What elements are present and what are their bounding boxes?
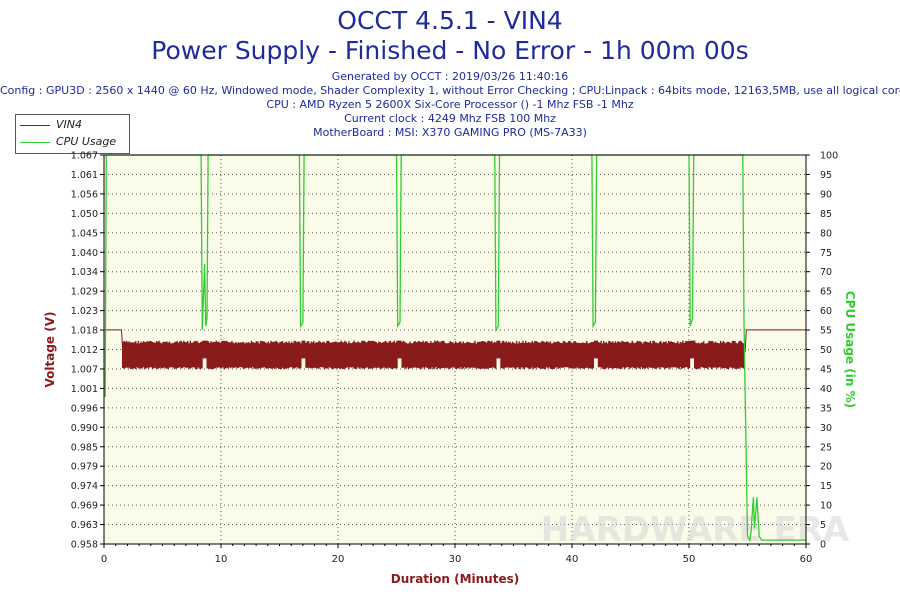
vin4-line	[104, 329, 806, 352]
config-info: Config : GPU3D : 2560 x 1440 @ 60 Hz, Wi…	[0, 84, 900, 97]
tick-label-y-right: 85	[820, 209, 832, 220]
tick-label-y-left: 0.969	[71, 501, 98, 512]
chart-legend: VIN4 CPU Usage	[15, 114, 130, 154]
tick-label-y-right: 90	[820, 189, 832, 200]
y-axis-label-right: CPU Usage (in %)	[843, 291, 857, 408]
tick-label-y-left: 1.040	[71, 248, 98, 259]
tick-label-y-right: 5	[820, 520, 826, 531]
y-axis-label-left: Voltage (V)	[43, 312, 57, 388]
tick-label-x: 30	[449, 554, 462, 565]
legend-item-vin4: VIN4	[20, 118, 82, 132]
series-vin4	[104, 329, 806, 370]
tick-label-y-left: 0.974	[71, 481, 98, 492]
tick-label-y-right: 65	[820, 287, 832, 298]
tick-label-y-left: 0.963	[71, 520, 98, 531]
generated-info: Generated by OCCT : 2019/03/26 11:40:16	[331, 70, 569, 83]
tick-label-x: 40	[566, 554, 579, 565]
watermark-text: HARDWARE ERA	[541, 510, 850, 550]
legend-item-cpu-usage: CPU Usage	[20, 135, 116, 149]
tick-label-y-left: 0.958	[71, 540, 98, 551]
x-axis-label: Duration (Minutes)	[391, 572, 519, 586]
tick-label-y-right: 60	[820, 306, 832, 317]
tick-label-y-left: 1.067	[71, 151, 98, 162]
tick-label-y-left: 0.979	[71, 462, 98, 473]
tick-label-x: 0	[101, 554, 107, 565]
tick-label-y-right: 40	[820, 384, 832, 395]
tick-label-y-right: 45	[820, 364, 832, 375]
tick-label-y-right: 55	[820, 326, 832, 337]
series-layer	[104, 154, 806, 542]
tick-label-y-right: 15	[820, 481, 832, 492]
tick-label-y-left: 1.012	[71, 345, 98, 356]
tick-label-y-left: 1.045	[71, 228, 98, 239]
tick-label-y-left: 1.007	[71, 364, 98, 375]
chart-title: OCCT 4.5.1 - VIN4	[337, 6, 563, 35]
series-cpu-usage	[104, 154, 806, 542]
tick-label-y-right: 100	[820, 151, 838, 162]
legend-label-cpu-usage: CPU Usage	[56, 135, 117, 148]
tick-label-y-right: 95	[820, 170, 832, 181]
cpu-info: CPU : AMD Ryzen 5 2600X Six-Core Process…	[266, 98, 634, 111]
legend-label-vin4: VIN4	[56, 118, 82, 131]
tick-label-y-left: 1.018	[71, 326, 98, 337]
vin4-fluctuation-band	[122, 340, 745, 370]
tick-label-y-left: 1.061	[71, 170, 98, 181]
motherboard-info: MotherBoard : MSI: X370 GAMING PRO (MS-7…	[313, 126, 587, 139]
tick-label-y-left: 1.023	[71, 306, 98, 317]
tick-label-y-right: 50	[820, 345, 832, 356]
tick-label-y-left: 1.050	[71, 209, 98, 220]
tick-label-y-right: 20	[820, 462, 832, 473]
tick-label-y-left: 1.001	[71, 384, 98, 395]
tick-label-y-left: 0.985	[71, 442, 98, 453]
tick-label-x: 20	[332, 554, 345, 565]
tick-label-y-right: 30	[820, 423, 832, 434]
legend-swatch-vin4	[20, 124, 50, 126]
chart-subtitle: Power Supply - Finished - No Error - 1h …	[151, 36, 749, 65]
legend-swatch-cpu-usage	[20, 141, 50, 143]
tick-label-y-left: 1.029	[71, 287, 98, 298]
tick-label-y-left: 1.034	[71, 267, 98, 278]
tick-label-y-left: 0.996	[71, 403, 98, 414]
tick-label-y-right: 25	[820, 442, 832, 453]
tick-label-y-left: 1.056	[71, 189, 98, 200]
tick-label-x: 60	[800, 554, 813, 565]
axis-ticks: 0.958 00.963 50.969 100.974 150.979 200.985 25…	[71, 151, 838, 566]
tick-label-x: 10	[215, 554, 228, 565]
tick-label-y-right: 10	[820, 501, 832, 512]
tick-label-x: 50	[683, 554, 696, 565]
tick-label-y-right: 75	[820, 248, 832, 259]
clock-info: Current clock : 4249 Mhz FSB 100 Mhz	[344, 112, 556, 125]
tick-label-y-right: 80	[820, 228, 832, 239]
tick-label-y-left: 0.990	[71, 423, 98, 434]
grid-lines	[104, 155, 806, 544]
tick-label-y-right: 0	[820, 540, 826, 551]
tick-label-y-right: 70	[820, 267, 832, 278]
tick-label-y-right: 35	[820, 403, 832, 414]
